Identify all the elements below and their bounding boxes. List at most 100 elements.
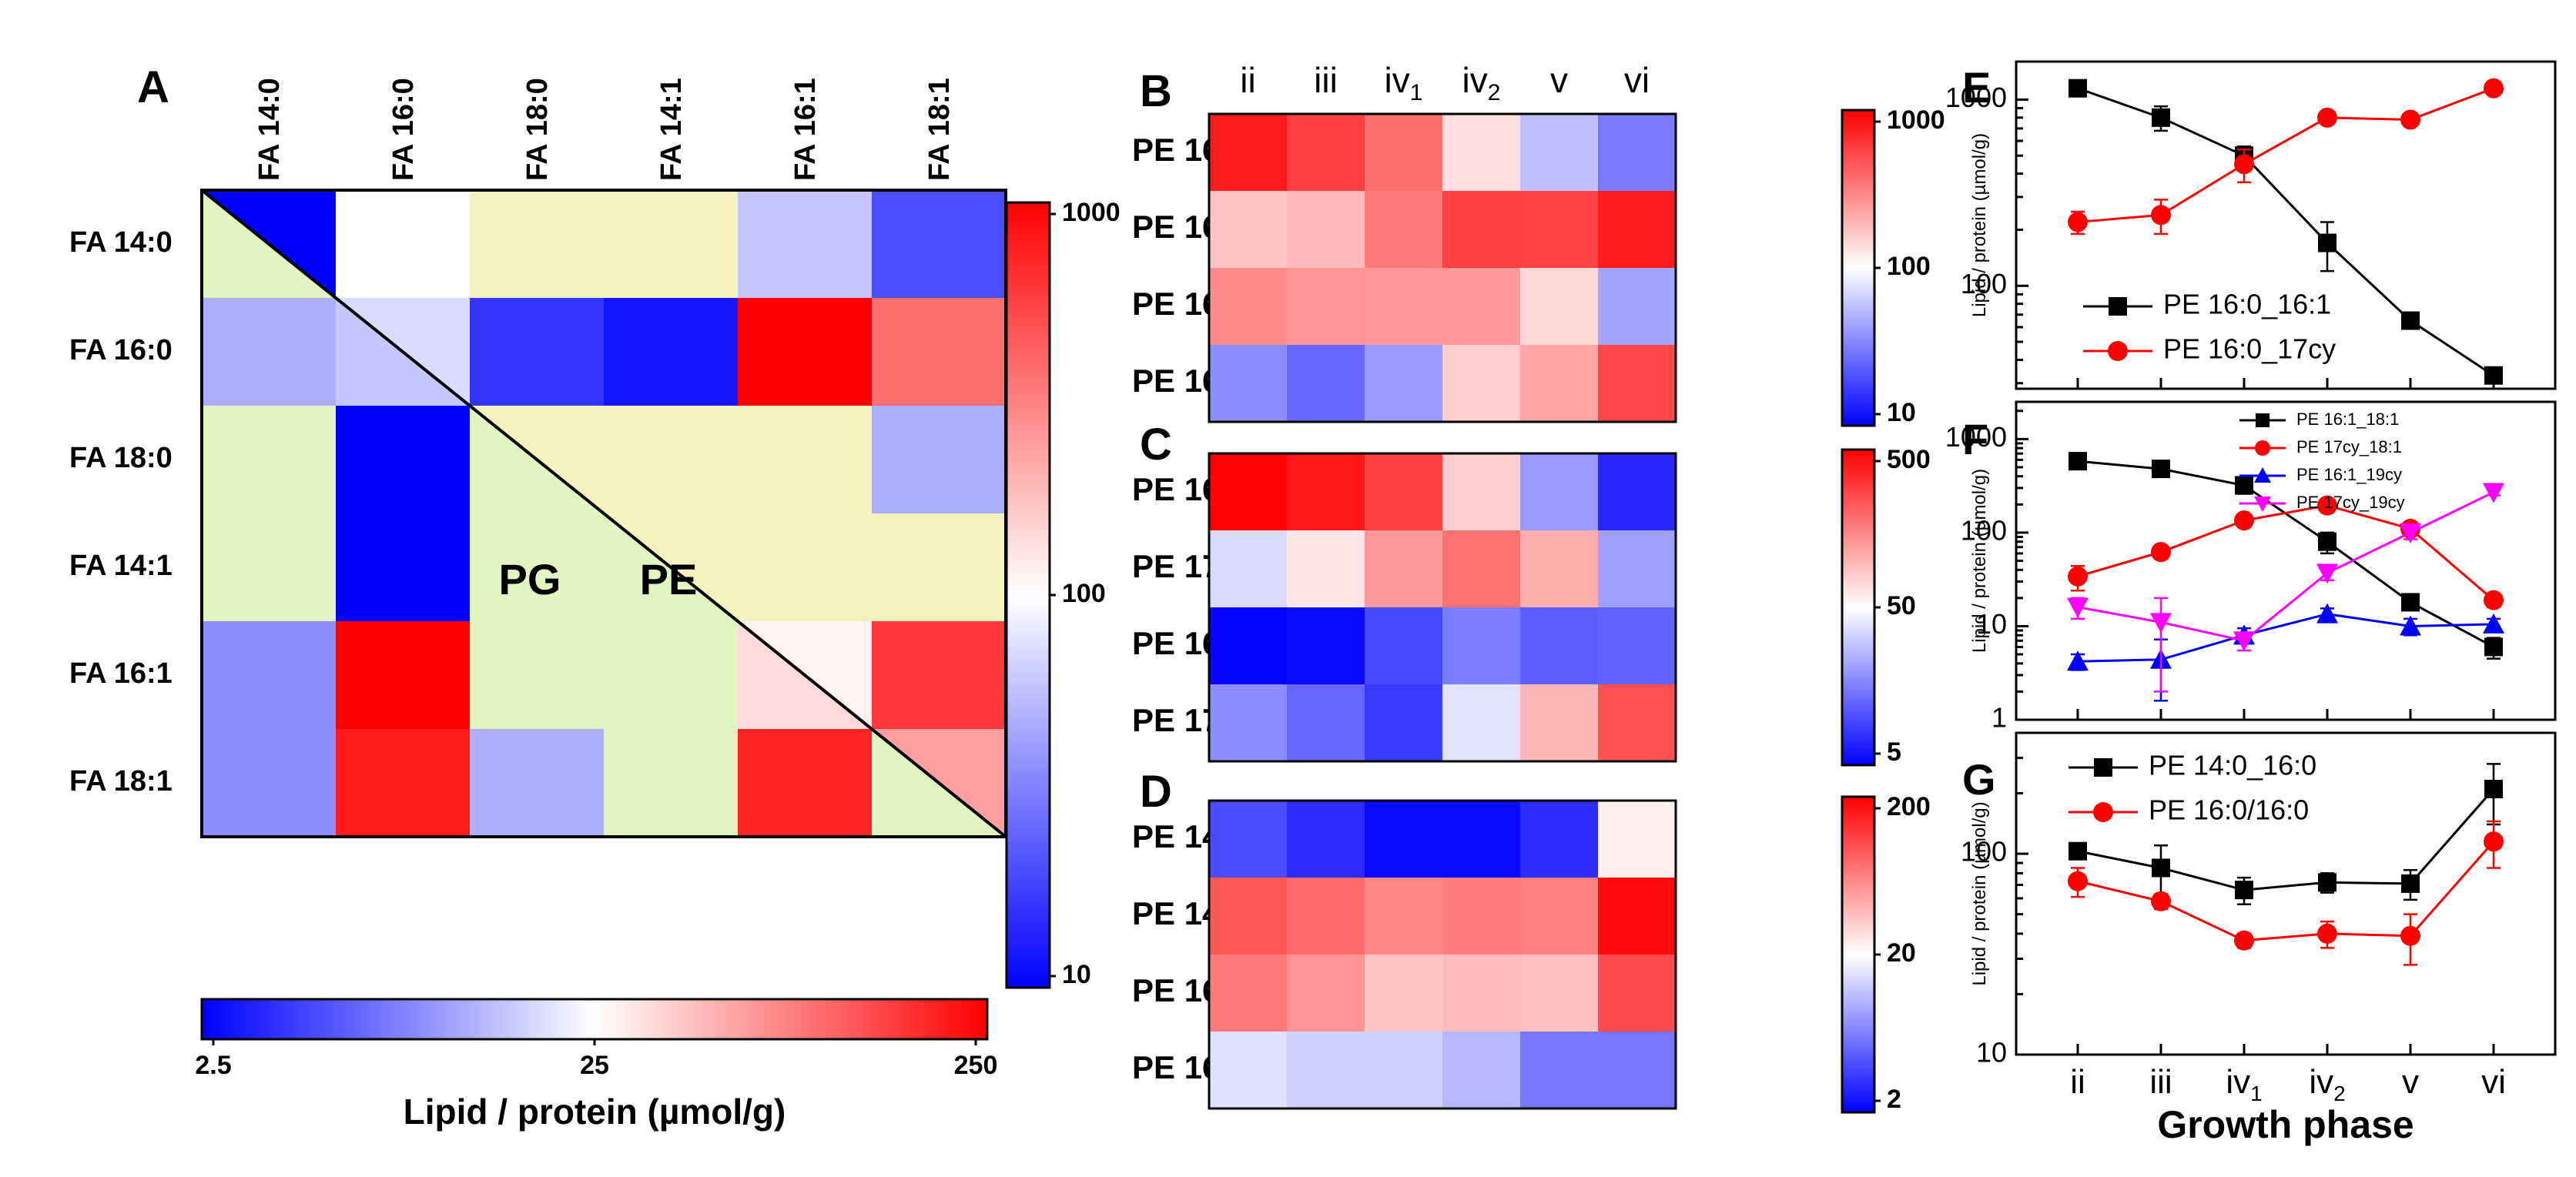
plot-G-data-point	[2484, 780, 2503, 799]
plot-E-data-point	[2400, 109, 2420, 130]
heatmap-A-cell-pe	[872, 621, 1006, 729]
heatmap-A-pg-label: PG	[499, 555, 561, 604]
heatmap-B-cell	[1209, 114, 1287, 191]
heatmap-A-cell-pg	[336, 621, 470, 729]
heatmap-A-cell-pg	[604, 729, 738, 837]
heatmap-D-cell	[1287, 801, 1365, 878]
plot-E-legend-label: PE 16:0_17cy	[2163, 333, 2336, 365]
heatmap-C-cell	[1520, 607, 1598, 684]
heatmap-B-cell	[1209, 268, 1287, 345]
heatmap-A-cell-pe	[872, 406, 1006, 513]
heatmap-D-cell	[1365, 955, 1442, 1032]
heatmap-D-cell	[1520, 801, 1598, 878]
heatmap-A-diagonal	[200, 189, 1007, 838]
heatmap-D-colorbar-tick-label: 20	[1887, 938, 1916, 968]
plot-F-legend-label: PE 16:1_18:1	[2296, 410, 2399, 429]
heatmap-C-cell	[1209, 684, 1287, 761]
heatmap-C-colorbar-tick-label: 50	[1887, 591, 1916, 620]
heatmap-C-cell	[1598, 530, 1676, 607]
heatmap-D-cell	[1520, 1032, 1598, 1108]
heatmap-B-colorbar-tick-label: 10	[1887, 398, 1916, 427]
plot-F-legend-marker	[2256, 413, 2269, 427]
heatmap-A-cell-pe	[872, 513, 1006, 621]
heatmap-A-cell-pg	[202, 406, 336, 513]
plot-F-data-point	[2400, 523, 2421, 543]
heatmap-A-column-label: FA 14:1	[655, 78, 688, 181]
plot-F-series-line	[2077, 491, 2494, 642]
heatmap-column-label: v	[1550, 60, 1568, 100]
heatmap-A-cell-pe	[604, 190, 738, 298]
panel-label-A: A	[137, 62, 169, 112]
heatmap-C-cell	[1442, 453, 1520, 530]
plot-E-legend-marker	[2109, 297, 2127, 316]
plot-F-frame	[2015, 400, 2557, 721]
heatmap-C-cell	[1287, 530, 1365, 607]
plot-G-series-line	[2077, 788, 2495, 891]
x-tick-label: ii	[2070, 1063, 2085, 1101]
heatmap-A-cell-pe	[738, 513, 872, 621]
plot-G-data-point	[2484, 831, 2504, 852]
heatmap-B-cell	[1287, 114, 1365, 191]
heatmap-D-cell	[1442, 955, 1520, 1032]
plot-G-legend-marker	[2094, 758, 2112, 777]
heatmap-D-cell	[1287, 878, 1365, 955]
heatmap-D-cell	[1598, 801, 1676, 878]
plot-E-data-point	[2318, 233, 2336, 252]
heatmap-C-cell	[1365, 530, 1442, 607]
heatmap-D-cell	[1365, 1032, 1442, 1108]
heatmap-C-cell	[1520, 530, 1598, 607]
heatmap-C-cell	[1209, 607, 1287, 684]
heatmap-A-cell-pe	[604, 406, 738, 513]
heatmap-C-cell	[1442, 530, 1520, 607]
heatmap-C-cell	[1287, 684, 1365, 761]
heatmap-A-cell-pg	[202, 513, 336, 621]
x-axis-label: Growth phase	[2157, 1103, 2414, 1146]
heatmap-C-colorbar-tick-label: 5	[1887, 737, 1901, 767]
heatmap-D-cell	[1598, 955, 1676, 1032]
heatmap-B-cell	[1365, 191, 1442, 268]
plot-F-data-point	[2067, 650, 2089, 671]
plot-G-frame	[2015, 731, 2557, 1056]
plot-F-data-point	[2401, 593, 2420, 612]
x-tick-label: vi	[2481, 1063, 2506, 1101]
plot-F-y-label: Lipid / protein (µmol/g)	[1969, 469, 1990, 653]
heatmap-C-cell	[1365, 453, 1442, 530]
heatmap-C-cell	[1287, 607, 1365, 684]
x-tick-label: iv1	[2226, 1063, 2262, 1105]
plot-E-data-point	[2152, 108, 2170, 127]
plot-F-data-point	[2318, 532, 2336, 551]
heatmap-A-column-label: FA 18:1	[923, 78, 956, 181]
heatmap-B-cell	[1287, 345, 1365, 422]
heatmap-column-label: iv1	[1385, 60, 1423, 105]
heatmap-B-cell	[1287, 268, 1365, 345]
heatmap-column-label: iii	[1314, 60, 1338, 100]
plot-G-data-point	[2151, 891, 2171, 911]
heatmap-B-cell	[1209, 191, 1287, 268]
plot-F-series-line	[2077, 504, 2494, 601]
plot-E-y-tick-label: 100	[1961, 268, 2007, 299]
plot-F-legend-marker	[2254, 497, 2271, 512]
plot-E-legend-label: PE 16:0_16:1	[2163, 289, 2331, 320]
plot-F-data-point	[2233, 631, 2255, 652]
plot-G-data-point	[2318, 873, 2336, 892]
heatmap-A-cell-pg	[604, 621, 738, 729]
heatmap-D-cell	[1365, 878, 1442, 955]
plot-G-y-tick-label: 10	[1976, 1037, 2007, 1068]
plot-G-y-label: Lipid / protein (µmol/g)	[1969, 801, 1990, 985]
heatmap-B-cell	[1520, 191, 1598, 268]
plot-F-y-tick-label: 10	[1976, 608, 2007, 640]
heatmap-column-label: ii	[1240, 60, 1255, 100]
heatmap-A-cell-pg	[470, 729, 604, 837]
heatmap-column-label: iv2	[1462, 60, 1501, 105]
plot-F-data-point	[2069, 452, 2087, 471]
heatmap-A-cell-pe	[470, 298, 604, 406]
heatmap-A-cell-pg	[202, 729, 336, 837]
heatmap-A-bottom-tick-label: 250	[954, 1051, 998, 1080]
heatmap-C-cell	[1365, 607, 1442, 684]
plot-E-y-tick-label: 1000	[1945, 82, 2007, 113]
heatmap-D-cell	[1209, 955, 1287, 1032]
panel-label-G: G	[1962, 755, 1996, 804]
heatmap-C-cell	[1442, 684, 1520, 761]
heatmap-D-cell	[1598, 878, 1676, 955]
